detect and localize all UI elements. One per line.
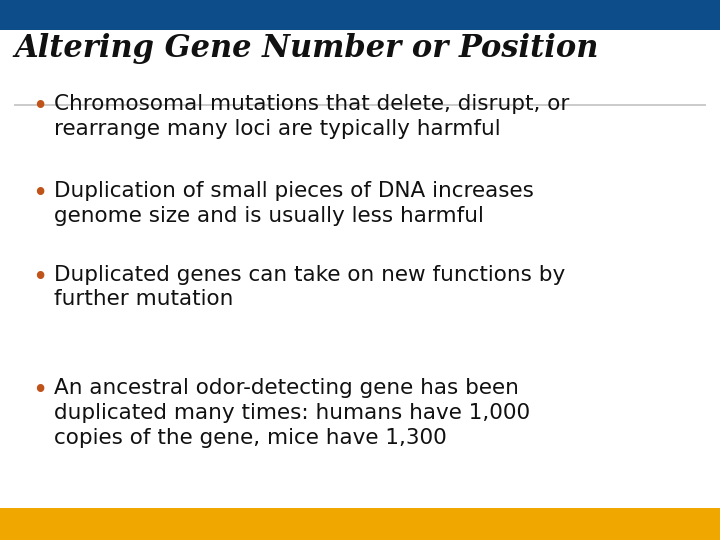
- Text: An ancestral odor-detecting gene has been
duplicated many times: humans have 1,0: An ancestral odor-detecting gene has bee…: [54, 378, 530, 448]
- Text: •: •: [32, 94, 48, 120]
- Text: •: •: [32, 378, 48, 404]
- Text: •: •: [32, 265, 48, 291]
- Text: © 2011 Pearson Education, Inc.: © 2011 Pearson Education, Inc.: [14, 517, 217, 530]
- Text: Duplication of small pieces of DNA increases
genome size and is usually less har: Duplication of small pieces of DNA incre…: [54, 181, 534, 226]
- Text: Altering Gene Number or Position: Altering Gene Number or Position: [14, 33, 599, 64]
- Text: •: •: [32, 181, 48, 207]
- Text: Duplicated genes can take on new functions by
further mutation: Duplicated genes can take on new functio…: [54, 265, 565, 309]
- Text: Chromosomal mutations that delete, disrupt, or
rearrange many loci are typically: Chromosomal mutations that delete, disru…: [54, 94, 570, 139]
